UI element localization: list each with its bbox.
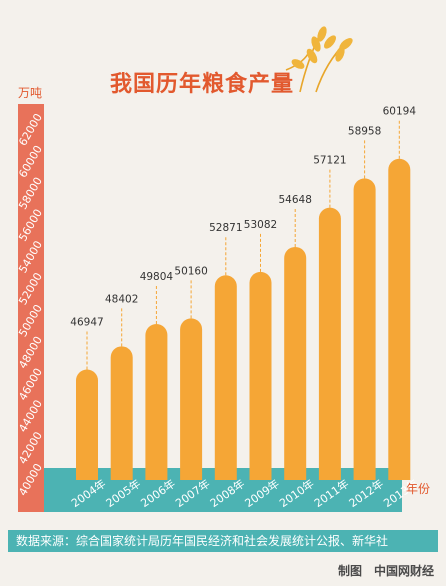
bar bbox=[249, 271, 272, 480]
bar-value-label: 48402 bbox=[105, 293, 138, 305]
bar bbox=[388, 158, 411, 480]
bar-value-label: 60194 bbox=[383, 106, 417, 118]
bar bbox=[180, 318, 203, 480]
bar bbox=[284, 246, 307, 480]
credit-line: 制图 中国网财经 bbox=[337, 564, 434, 578]
bar-value-label: 52871 bbox=[209, 222, 242, 234]
bars-layer bbox=[76, 158, 411, 481]
bar bbox=[353, 178, 376, 481]
bar bbox=[145, 324, 168, 480]
bar-value-label: 46947 bbox=[70, 316, 103, 328]
bar bbox=[76, 369, 98, 480]
bar-value-label: 57121 bbox=[313, 155, 346, 167]
bar-value-label: 53082 bbox=[244, 219, 277, 231]
chart-title: 我国历年粮食产量 bbox=[110, 71, 295, 97]
bar bbox=[214, 275, 237, 480]
source-note: 数据来源：综合国家统计局历年国民经济和社会发展统计公报、新华社 bbox=[8, 530, 438, 552]
bar bbox=[110, 346, 133, 480]
bar-value-label: 58958 bbox=[348, 125, 381, 137]
y-axis-band bbox=[18, 104, 44, 512]
wheat-icon bbox=[285, 26, 353, 93]
bar bbox=[318, 207, 341, 480]
bar-value-label: 49804 bbox=[140, 271, 174, 283]
y-axis-unit: 万吨 bbox=[18, 86, 43, 100]
bar-value-label: 54648 bbox=[278, 194, 311, 206]
x-axis-title: 年份 bbox=[406, 482, 431, 496]
bar-value-label: 50160 bbox=[174, 265, 207, 277]
